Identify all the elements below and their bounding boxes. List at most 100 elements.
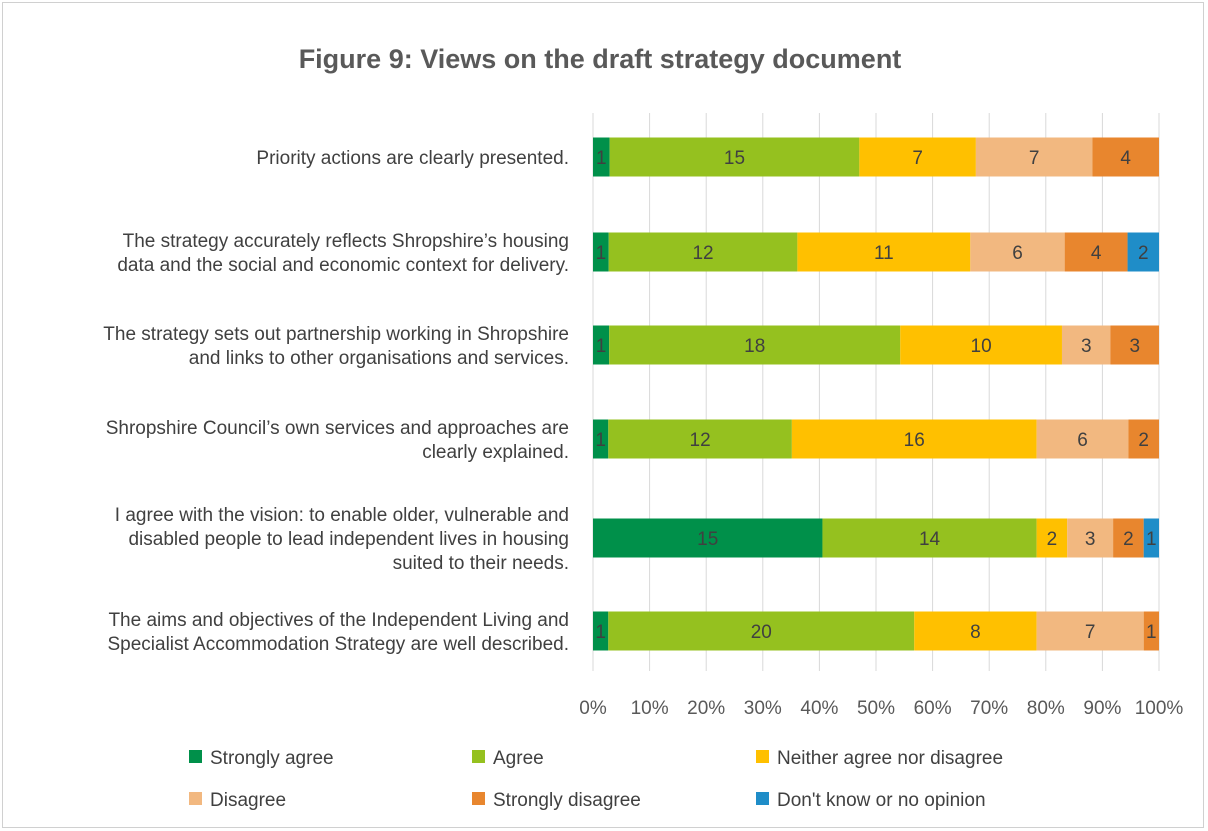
category-label: Shropshire Council’s own services and ap… — [106, 418, 569, 439]
category-label: disabled people to lead independent live… — [128, 529, 569, 550]
data-label: 16 — [904, 430, 925, 451]
legend-label: Strongly disagree — [493, 790, 641, 811]
data-label: 15 — [697, 529, 718, 550]
data-label: 6 — [1077, 430, 1088, 451]
data-label: 2 — [1138, 243, 1149, 264]
data-label: 8 — [970, 622, 981, 643]
data-label: 1 — [1146, 529, 1157, 550]
bar-segment — [1036, 611, 1144, 651]
bar-segment — [593, 232, 609, 272]
bar-segment — [593, 325, 610, 365]
data-label: 7 — [1085, 622, 1096, 643]
x-tick-label: 100% — [1135, 698, 1184, 719]
x-tick-label: 80% — [1027, 698, 1065, 719]
legend-label: Agree — [493, 748, 544, 769]
bar-segment — [593, 419, 609, 459]
bar-segment — [608, 611, 915, 651]
bar-segment — [608, 419, 792, 459]
x-tick-label: 50% — [857, 698, 895, 719]
category-label: and links to other organisations and ser… — [189, 348, 569, 369]
legend-label: Disagree — [210, 790, 286, 811]
data-label: 4 — [1091, 243, 1102, 264]
data-label: 7 — [1029, 148, 1040, 169]
bar-segment — [609, 325, 901, 365]
data-label: 18 — [744, 336, 765, 357]
category-label: Priority actions are clearly presented. — [256, 148, 569, 169]
category-label: The aims and objectives of the Independe… — [108, 610, 569, 631]
legend-swatch — [472, 792, 485, 805]
bar-segment — [1143, 518, 1159, 558]
legend-label: Don't know or no opinion — [777, 790, 986, 811]
bar-segment — [859, 137, 976, 177]
bar-segment — [1036, 518, 1068, 558]
data-label: 11 — [874, 243, 894, 264]
legend-swatch — [472, 750, 485, 763]
bar-segment — [1113, 518, 1144, 558]
bar-segment — [970, 232, 1065, 272]
bar-segment — [900, 325, 1062, 365]
category-label: The strategy accurately reflects Shropsh… — [123, 231, 569, 252]
bar-segment — [1143, 611, 1159, 651]
bar-segment — [822, 518, 1037, 558]
gridlines — [592, 113, 1160, 671]
data-label: 15 — [724, 148, 745, 169]
x-tick-label: 90% — [1083, 698, 1121, 719]
bar-segment — [1092, 137, 1159, 177]
category-label: The strategy sets out partnership workin… — [103, 324, 569, 345]
data-label: 3 — [1085, 529, 1096, 550]
data-label: 14 — [919, 529, 941, 550]
data-label: 7 — [912, 148, 923, 169]
data-label: 3 — [1129, 336, 1140, 357]
bar-segment — [1127, 232, 1159, 272]
data-label: 2 — [1123, 529, 1134, 550]
data-label: 1 — [596, 148, 607, 169]
bar-segment — [593, 137, 610, 177]
legend: Strongly agree Agree Neither agree nor dis… — [189, 748, 1003, 811]
data-label: 1 — [596, 243, 607, 264]
bar-segment — [1036, 419, 1129, 459]
category-labels: Priority actions are clearly presented. T… — [103, 148, 569, 655]
x-axis-ticks: 0% 10% 20% 30% 40% 50% 60% 70% 80% 90% 100% — [579, 698, 1183, 719]
bar-segment — [1110, 325, 1159, 365]
bar-segment — [797, 232, 971, 272]
data-label: 1 — [1146, 622, 1157, 643]
legend-swatch — [756, 792, 769, 805]
legend-label: Neither agree nor disagree — [777, 748, 1003, 769]
data-label: 12 — [690, 430, 711, 451]
legend-swatch — [756, 750, 769, 763]
bar-segment — [609, 137, 860, 177]
chart-title: Figure 9: Views on the draft strategy do… — [299, 44, 902, 74]
category-label: I agree with the vision: to enable older… — [115, 505, 569, 526]
category-label: suited to their needs. — [393, 553, 569, 574]
bar-segment — [1064, 232, 1128, 272]
data-label: 4 — [1120, 148, 1131, 169]
bar-segment — [608, 232, 798, 272]
data-label: 1 — [595, 430, 606, 451]
bar-segment — [1128, 419, 1159, 459]
stacked-bar-chart: Figure 9: Views on the draft strategy do… — [103, 44, 1183, 811]
x-tick-label: 40% — [800, 698, 838, 719]
bar-segment — [791, 419, 1037, 459]
legend-swatch — [189, 792, 202, 805]
x-tick-label: 70% — [970, 698, 1008, 719]
data-label: 20 — [751, 622, 772, 643]
bar-segment — [593, 611, 609, 651]
data-label: 12 — [692, 243, 713, 264]
bar-segment — [593, 518, 823, 558]
x-tick-label: 30% — [744, 698, 782, 719]
data-label: 3 — [1081, 336, 1092, 357]
bars: 1 15 7 7 41 12 11 6 4 21 18 10 3 31 12 16 6 215 14 2 3 2 11 20 8… — [593, 137, 1159, 651]
legend-label: Strongly agree — [210, 748, 334, 769]
bar-segment — [914, 611, 1037, 651]
x-tick-label: 0% — [579, 698, 607, 719]
bar-segment — [1061, 325, 1111, 365]
data-label: 6 — [1012, 243, 1023, 264]
bar-segment — [975, 137, 1093, 177]
data-label: 2 — [1047, 529, 1058, 550]
data-label: 1 — [596, 336, 607, 357]
x-tick-label: 60% — [914, 698, 952, 719]
x-tick-label: 20% — [687, 698, 725, 719]
data-label: 1 — [595, 622, 606, 643]
category-label: data and the social and economic context… — [117, 255, 569, 276]
